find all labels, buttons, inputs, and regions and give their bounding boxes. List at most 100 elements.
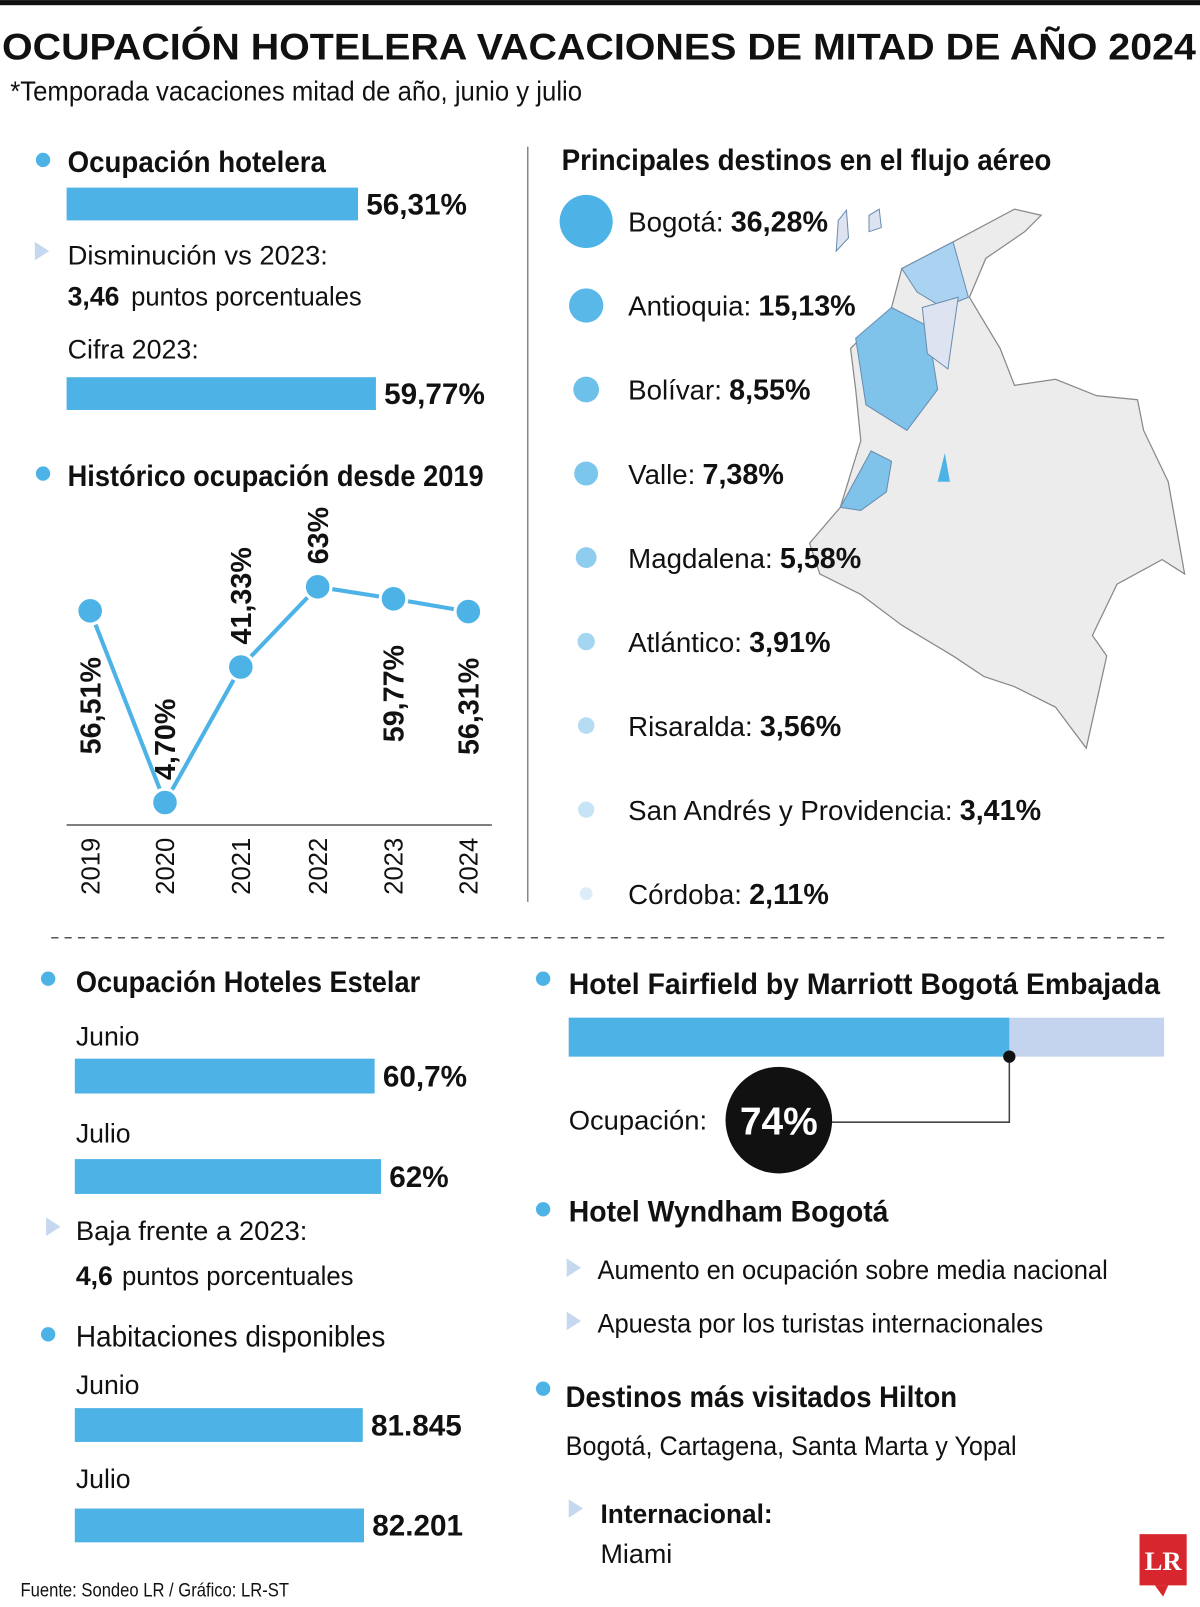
category-label: Córdoba: xyxy=(628,879,742,910)
value-label: 62% xyxy=(389,1161,448,1194)
point xyxy=(150,787,180,818)
subtitle: *Temporada vacaciones mitad de año, juni… xyxy=(10,76,582,107)
value-label: 36,28% xyxy=(731,207,828,239)
line xyxy=(88,584,469,808)
bubble xyxy=(574,461,599,486)
x-tick-label: 2024 xyxy=(456,838,484,895)
arrow xyxy=(568,1499,584,1518)
section-title: Hotel Wyndham Bogotá xyxy=(569,1196,889,1229)
point xyxy=(302,571,333,602)
arrow xyxy=(566,1258,582,1277)
bar xyxy=(66,187,359,221)
bullet xyxy=(535,1202,551,1217)
value-label: 56,51% xyxy=(75,657,107,754)
bar xyxy=(74,1508,365,1543)
top-rule xyxy=(0,0,1200,6)
map-island xyxy=(868,208,882,233)
arrow xyxy=(566,1311,582,1331)
list-item: Apuesta por los turistas internacionales xyxy=(597,1308,1043,1338)
bubble xyxy=(575,547,597,568)
value-label: 63% xyxy=(303,507,335,564)
arrow xyxy=(46,1217,61,1236)
point xyxy=(378,583,409,614)
value-label: 8,55% xyxy=(729,375,810,407)
value-label: 7,38% xyxy=(702,459,783,491)
value-label: 81.845 xyxy=(371,1409,462,1442)
x-tick-label: 2021 xyxy=(228,838,256,895)
note-value: Miami xyxy=(601,1539,673,1569)
note-label: Internacional: xyxy=(601,1499,773,1529)
bullet xyxy=(35,152,51,168)
bar-title: Cifra 2023: xyxy=(68,335,199,365)
bubble xyxy=(577,717,595,734)
list-item: Aumento en ocupación sobre media naciona… xyxy=(597,1255,1107,1285)
x-tick-label: 2019 xyxy=(77,838,105,895)
bar xyxy=(74,1058,375,1094)
note-label: Disminución vs 2023: xyxy=(68,240,328,270)
bubble xyxy=(577,632,595,651)
leader-line xyxy=(819,1056,1011,1123)
logo-tail xyxy=(1154,1585,1169,1597)
note-unit: puntos porcentuales xyxy=(131,281,362,311)
section-title: Destinos más visitados Hilton xyxy=(566,1381,957,1414)
value-label: 41,33% xyxy=(226,547,258,644)
bar-category: Julio xyxy=(76,1119,131,1149)
map-region xyxy=(855,306,939,432)
progress-bar xyxy=(568,1017,1010,1057)
note-unit: puntos porcentuales xyxy=(122,1261,354,1291)
value-badge xyxy=(725,1066,833,1174)
section-title: Ocupación hotelera xyxy=(68,146,327,179)
marker xyxy=(1003,1050,1016,1063)
bullet xyxy=(35,466,51,481)
section-title: Ocupación Hoteles Estelar xyxy=(76,966,421,999)
category-label: Risaralda: xyxy=(628,711,753,742)
value-label: 15,13% xyxy=(758,291,855,323)
value-label: 60,7% xyxy=(383,1060,467,1093)
point xyxy=(75,595,106,626)
value-label: 4,70% xyxy=(150,699,182,780)
category-label: Magdalena: xyxy=(628,543,773,574)
value-label: 3,91% xyxy=(749,627,830,659)
value-label: 3,41% xyxy=(960,795,1041,827)
bar-category: Junio xyxy=(76,1370,140,1400)
value-label: 56,31% xyxy=(454,658,486,755)
category-label: Bogotá: xyxy=(628,207,723,238)
title: OCUPACIÓN HOTELERA VACACIONES DE MITAD D… xyxy=(2,26,1196,68)
x-tick-label: 2020 xyxy=(152,838,180,895)
value-label: 56,31% xyxy=(366,188,467,221)
value-label: 59,77% xyxy=(384,378,485,411)
bar-category: Junio xyxy=(76,1021,140,1051)
logo xyxy=(1139,1534,1187,1586)
map-region xyxy=(921,296,959,370)
arrow xyxy=(34,241,50,261)
x-tick-label: 2023 xyxy=(381,838,409,895)
value-label: 2,11% xyxy=(749,879,829,911)
point xyxy=(225,652,256,682)
progress-label: Ocupación: xyxy=(569,1105,707,1135)
note-value: 3,46 xyxy=(68,281,120,311)
category-label: Bolívar: xyxy=(628,375,722,406)
x-tick-label: 2022 xyxy=(305,838,333,895)
source: Fuente: Sondeo LR / Gráfico: LR-ST xyxy=(20,1580,289,1602)
bar xyxy=(74,1159,382,1194)
section-title: Habitaciones disponibles xyxy=(76,1321,385,1354)
point xyxy=(453,596,484,627)
map-region xyxy=(937,453,950,482)
bullet xyxy=(40,1327,56,1342)
bullet xyxy=(535,971,551,986)
logo-text: LR xyxy=(1145,1546,1183,1576)
value-label: 5,58% xyxy=(780,543,861,575)
value-label: 3,56% xyxy=(760,711,841,743)
body-text: Bogotá, Cartagena, Santa Marta y Yopal xyxy=(566,1431,1017,1461)
bar-category: Julio xyxy=(76,1464,131,1494)
category-label: San Andrés y Providencia: xyxy=(628,795,952,826)
bullet xyxy=(535,1381,551,1396)
value-label: 74% xyxy=(740,1100,818,1143)
bullet xyxy=(40,971,56,986)
bar xyxy=(66,377,376,410)
category-label: Atlántico: xyxy=(628,627,742,658)
section-title: Principales destinos en el flujo aéreo xyxy=(562,144,1052,177)
bubble xyxy=(559,194,613,248)
section-title: Histórico ocupación desde 2019 xyxy=(68,460,484,493)
